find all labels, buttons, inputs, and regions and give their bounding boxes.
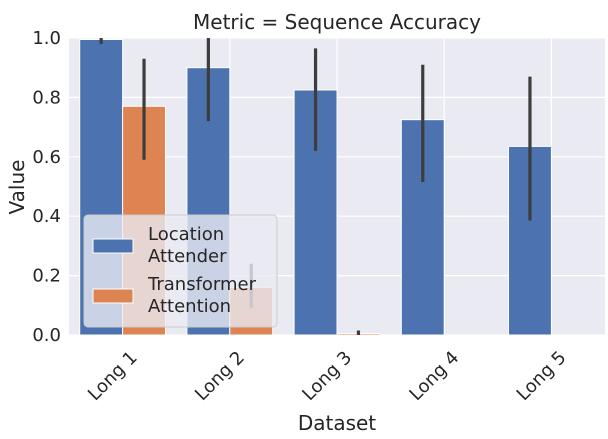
y-tick-label: 0.6 xyxy=(32,147,61,168)
x-axis-label: Dataset xyxy=(298,411,376,435)
y-tick-label: 0.8 xyxy=(32,87,61,108)
y-tick-label: 0.2 xyxy=(32,266,61,287)
x-tick-label: Long 5 xyxy=(513,347,571,405)
legend-label: Attention xyxy=(148,296,231,317)
x-tick-labels: Long 1 Long 2 Long 3 Long 4 Long 5 xyxy=(84,347,571,405)
y-tick-label: 0.4 xyxy=(32,206,61,227)
legend-swatch xyxy=(92,238,134,254)
x-tick-label: Long 1 xyxy=(84,347,142,405)
legend-label: Location xyxy=(148,224,224,245)
y-tick-label: 0.0 xyxy=(32,325,61,346)
y-axis-label: Value xyxy=(5,160,29,215)
legend-label: Transformer xyxy=(147,274,257,295)
legend-label: Attender xyxy=(148,246,227,267)
chart-title: Metric = Sequence Accuracy xyxy=(193,10,481,34)
y-tick-labels: 0.0 0.2 0.4 0.6 0.8 1.0 xyxy=(32,28,61,346)
legend-swatch xyxy=(92,288,134,304)
x-tick-label: Long 3 xyxy=(298,347,356,405)
x-tick-label: Long 4 xyxy=(405,347,463,405)
x-tick-label: Long 2 xyxy=(191,347,249,405)
y-tick-label: 1.0 xyxy=(32,28,61,49)
